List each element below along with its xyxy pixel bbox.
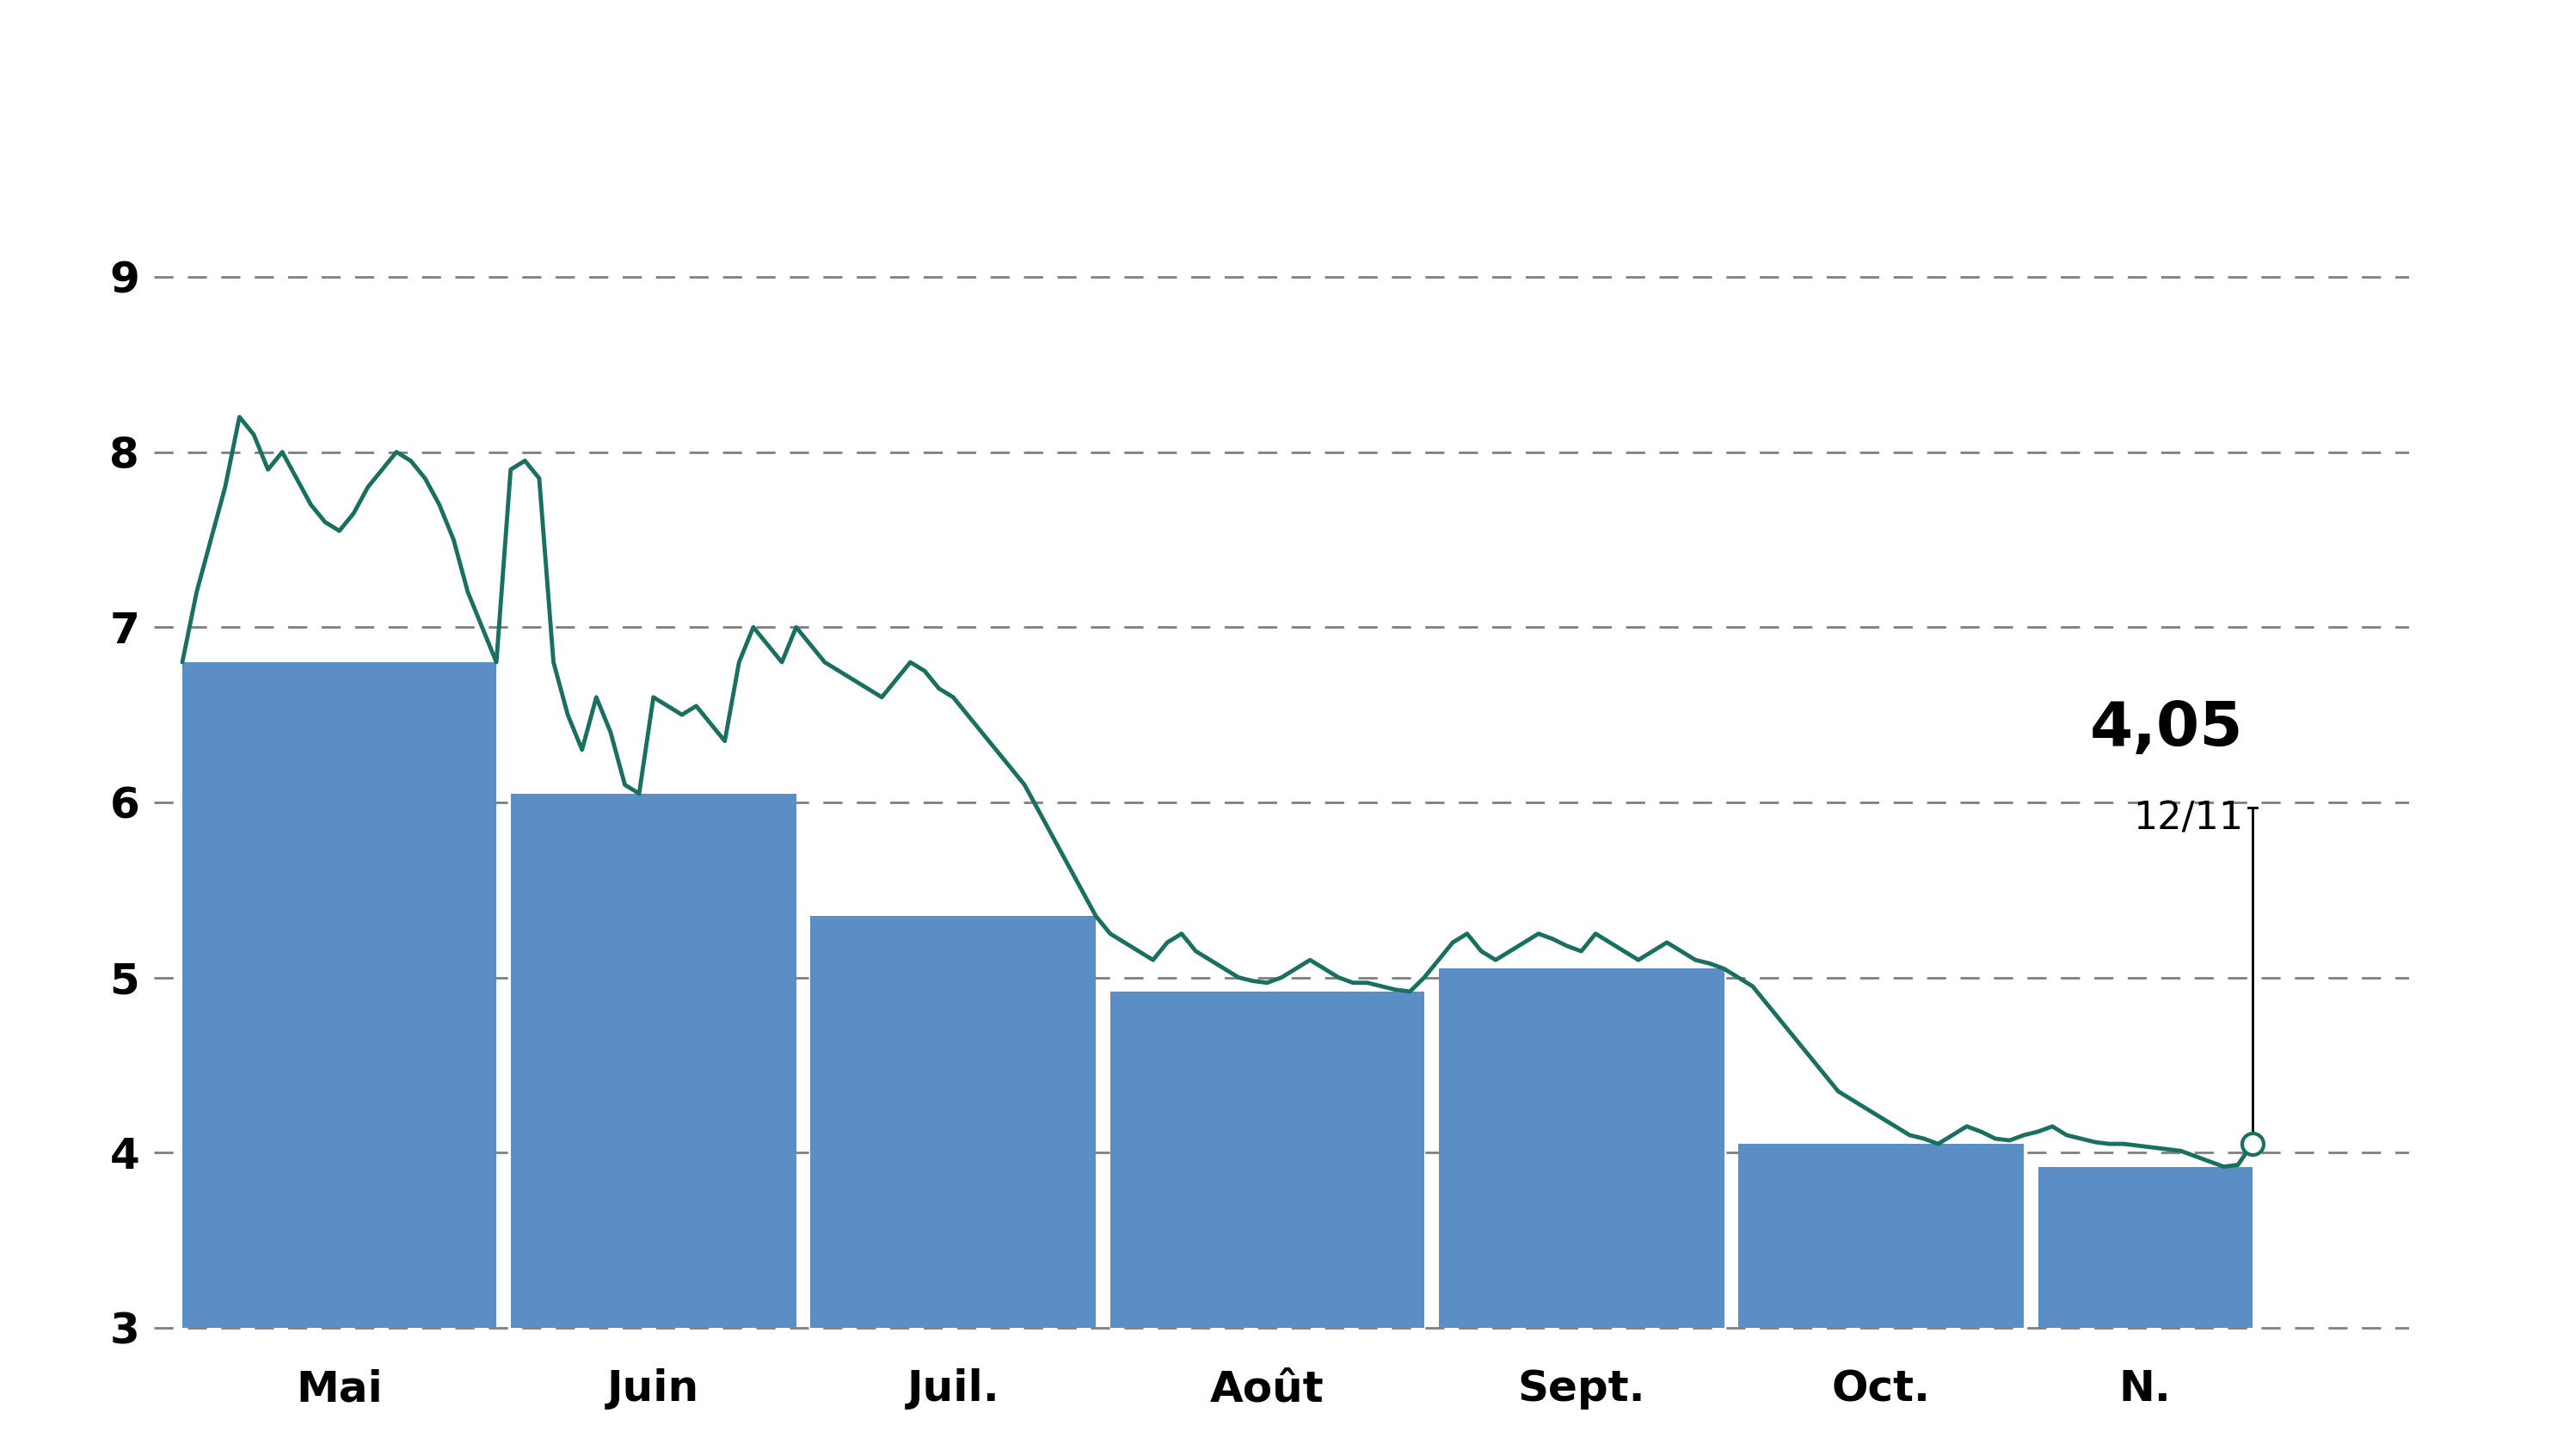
Text: 12/11: 12/11 xyxy=(2132,801,2243,837)
Text: HYDROGEN REFUELING: HYDROGEN REFUELING xyxy=(582,25,1981,128)
Text: 4,05: 4,05 xyxy=(2089,699,2243,759)
